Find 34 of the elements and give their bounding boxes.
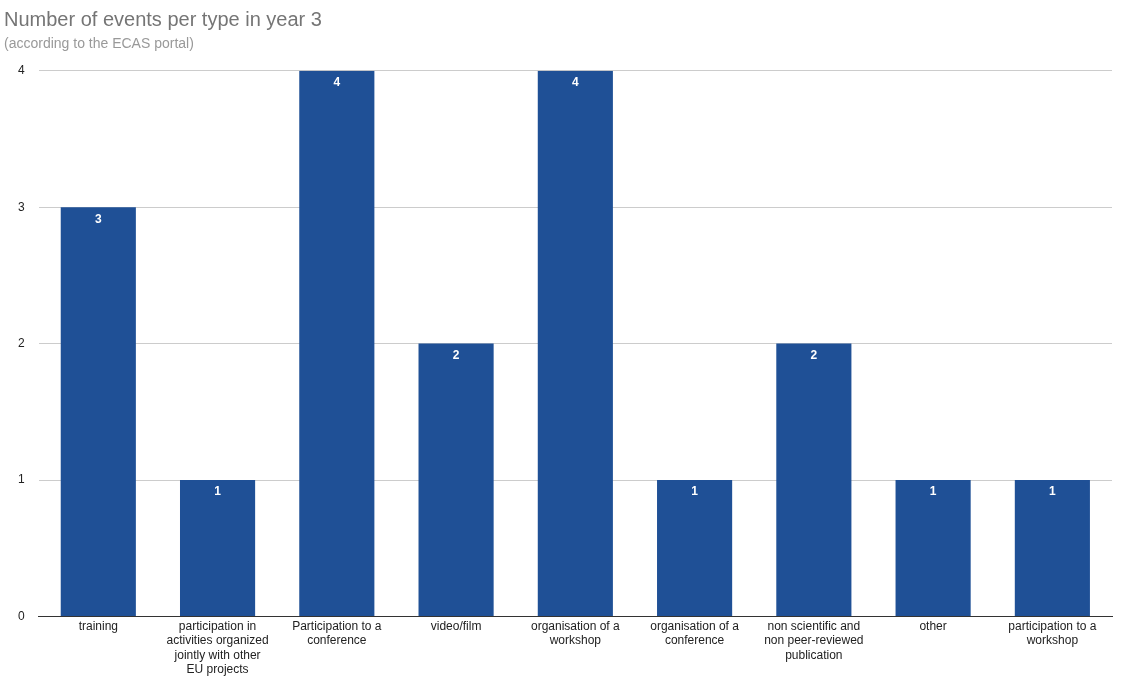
bar (895, 480, 971, 616)
bar (776, 343, 852, 616)
data-label: 1 (691, 484, 699, 499)
bar (180, 480, 256, 616)
data-label: 1 (214, 484, 222, 499)
x-tick-label: organisation of a conference (650, 618, 740, 648)
chart-subtitle: (according to the ECAS portal) (4, 35, 194, 52)
bar (1014, 480, 1090, 616)
bar (60, 207, 136, 616)
x-tick-label: non scientific and non peer-reviewed publication (764, 618, 864, 662)
x-tick-label: video/film (430, 618, 482, 633)
y-tick-label: 1 (17, 472, 25, 487)
y-tick-label: 4 (17, 63, 25, 78)
data-label: 2 (810, 347, 818, 362)
data-label: 4 (571, 75, 579, 90)
data-label: 1 (1049, 484, 1057, 499)
x-tick-label: participation in activities organized jointly with other EU projects (166, 618, 269, 677)
data-label: 4 (333, 75, 341, 90)
data-label: 3 (94, 211, 102, 226)
x-tick-label: participation to a workshop (1008, 618, 1097, 648)
data-label: 1 (929, 484, 937, 499)
x-tick-label: Participation to a conference (292, 618, 382, 648)
y-tick-label: 3 (17, 199, 25, 214)
y-tick-label: 2 (17, 335, 25, 350)
x-tick-label: other (919, 618, 947, 633)
bar (537, 70, 613, 616)
bar (418, 343, 494, 616)
chart-title: Number of events per type in year 3 (4, 7, 322, 30)
data-label: 2 (452, 347, 460, 362)
bar (299, 70, 375, 616)
bar (657, 480, 733, 616)
y-tick-label: 0 (17, 608, 25, 623)
x-tick-label: organisation of a workshop (530, 618, 621, 648)
x-tick-label: training (78, 618, 118, 633)
